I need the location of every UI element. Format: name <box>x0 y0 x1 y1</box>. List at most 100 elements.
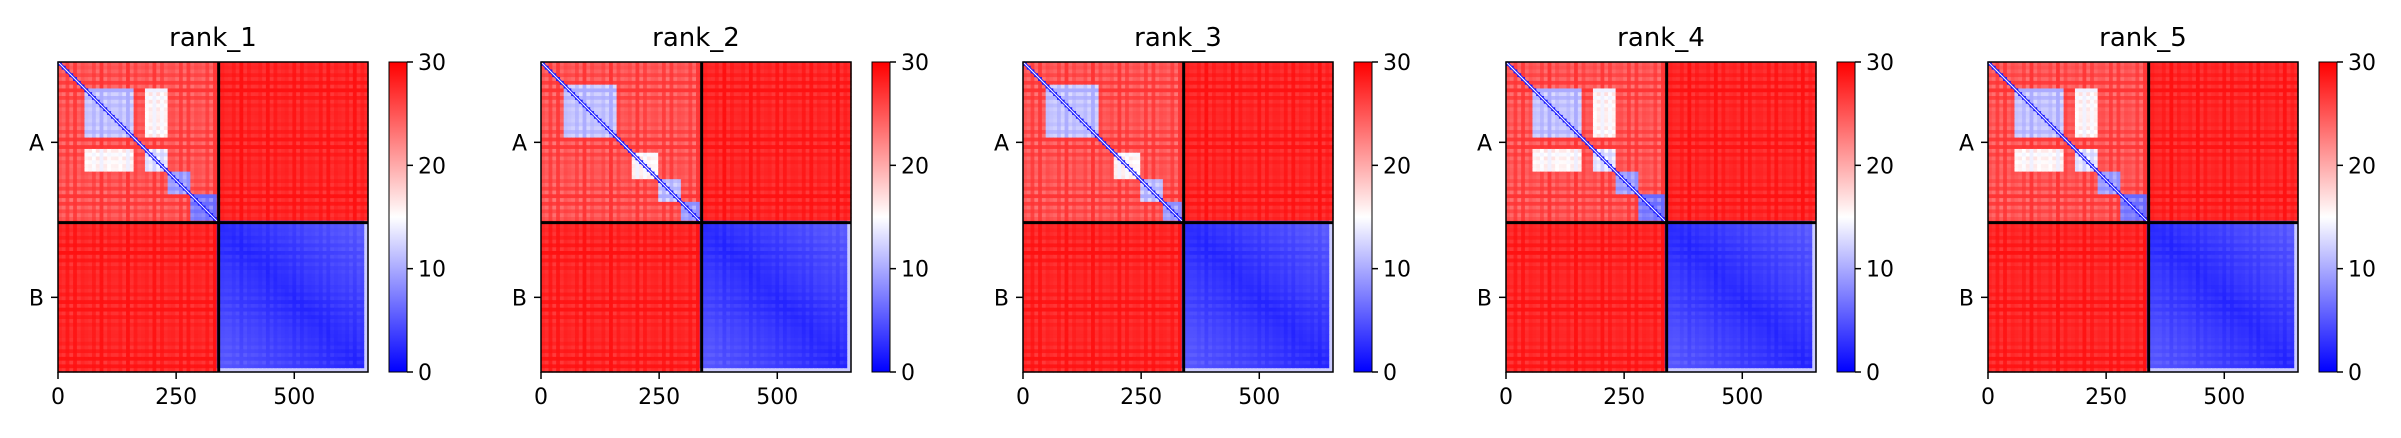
heatmap-cell <box>168 130 172 134</box>
heatmap-cell <box>285 217 289 221</box>
heatmap-cell <box>353 228 357 232</box>
heatmap-cell <box>92 153 96 157</box>
heatmap-cell <box>281 66 285 70</box>
heatmap-cell <box>145 243 149 247</box>
heatmap-cell <box>232 119 236 123</box>
heatmap-cell <box>149 240 153 244</box>
heatmap-cell <box>179 175 183 179</box>
heatmap-cell <box>213 126 217 130</box>
heatmap-cell <box>236 160 240 164</box>
heatmap-cell <box>96 213 100 217</box>
heatmap-cell <box>115 206 119 210</box>
heatmap-cell <box>300 259 304 263</box>
heatmap-cell <box>247 141 251 145</box>
heatmap-cell <box>273 240 277 244</box>
heatmap-cell <box>202 259 206 263</box>
heatmap-cell <box>126 179 130 183</box>
heatmap-cell <box>84 179 88 183</box>
heatmap-cell <box>69 111 73 115</box>
heatmap-cell <box>130 281 134 285</box>
heatmap-cell <box>209 187 213 191</box>
heatmap-cell <box>190 100 194 104</box>
heatmap-cell <box>247 145 251 149</box>
heatmap-cell <box>107 96 111 100</box>
heatmap-cell <box>270 160 274 164</box>
heatmap-cell <box>81 187 85 191</box>
heatmap-cell <box>77 153 81 157</box>
heatmap-cell <box>251 119 255 123</box>
heatmap-cell <box>160 153 164 157</box>
heatmap-cell <box>198 225 202 229</box>
heatmap-cell <box>228 138 232 142</box>
heatmap-cell <box>349 266 353 270</box>
heatmap-cell <box>209 285 213 289</box>
heatmap-cell <box>103 209 107 213</box>
heatmap-cell <box>190 70 194 74</box>
heatmap-cell <box>326 88 330 92</box>
heatmap-cell <box>251 168 255 172</box>
heatmap-cell <box>251 107 255 111</box>
heatmap-cell <box>168 281 172 285</box>
heatmap-cell <box>209 115 213 119</box>
heatmap-cell <box>111 160 115 164</box>
heatmap-cell <box>179 198 183 202</box>
heatmap-cell <box>308 209 312 213</box>
heatmap-cell <box>270 277 274 281</box>
heatmap-cell <box>183 164 187 168</box>
heatmap-cell <box>73 251 77 255</box>
heatmap-cell <box>107 164 111 168</box>
heatmap-cell <box>73 107 77 111</box>
heatmap-cell <box>308 255 312 259</box>
heatmap-cell <box>100 134 104 138</box>
heatmap-cell <box>221 126 225 130</box>
heatmap-cell <box>273 172 277 176</box>
heatmap-cell <box>323 255 327 259</box>
heatmap-cell <box>360 168 364 172</box>
heatmap-cell <box>194 100 198 104</box>
heatmap-cell <box>270 270 274 274</box>
heatmap-cell <box>281 217 285 221</box>
heatmap-cell <box>266 255 270 259</box>
heatmap-cell <box>213 232 217 236</box>
heatmap-cell <box>194 251 198 255</box>
heatmap-cell <box>175 270 179 274</box>
heatmap-cell <box>292 92 296 96</box>
heatmap-cell <box>353 206 357 210</box>
heatmap-cell <box>289 232 293 236</box>
heatmap-cell <box>137 126 141 130</box>
heatmap-cell <box>266 247 270 251</box>
heatmap-cell <box>96 225 100 229</box>
heatmap-cell <box>153 175 157 179</box>
heatmap-cell <box>92 262 96 266</box>
heatmap-cell <box>239 96 243 100</box>
heatmap-cell <box>228 255 232 259</box>
heatmap-cell <box>156 202 160 206</box>
heatmap-cell <box>360 191 364 195</box>
heatmap-cell <box>251 85 255 89</box>
heatmap-cell <box>81 209 85 213</box>
heatmap-cell <box>179 228 183 232</box>
heatmap-cell <box>92 247 96 251</box>
heatmap-cell <box>236 96 240 100</box>
heatmap-cell <box>236 274 240 278</box>
heatmap-cell <box>236 88 240 92</box>
heatmap-cell <box>168 73 172 77</box>
heatmap-cell <box>342 236 346 240</box>
heatmap-cell <box>205 164 209 168</box>
heatmap-cell <box>221 100 225 104</box>
heatmap-cell <box>251 77 255 81</box>
heatmap-cell <box>66 119 70 123</box>
heatmap-cell <box>126 259 130 263</box>
heatmap-cell <box>292 274 296 278</box>
heatmap-cell <box>247 209 251 213</box>
heatmap-cell <box>92 255 96 259</box>
heatmap-cell <box>77 130 81 134</box>
heatmap-cell <box>96 228 100 232</box>
heatmap-cell <box>175 160 179 164</box>
heatmap-cell <box>100 122 104 126</box>
heatmap-cell <box>323 119 327 123</box>
heatmap-cell <box>130 236 134 240</box>
heatmap-cell <box>190 92 194 96</box>
heatmap-cell <box>224 153 228 157</box>
heatmap-cell <box>88 213 92 217</box>
